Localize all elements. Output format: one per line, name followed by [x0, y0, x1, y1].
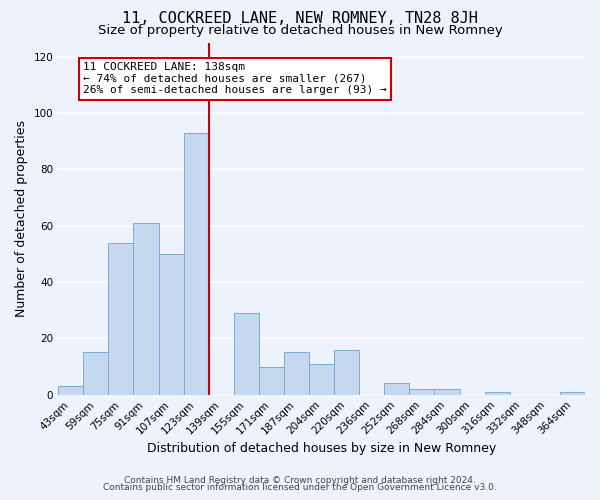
Text: Size of property relative to detached houses in New Romney: Size of property relative to detached ho…	[98, 24, 502, 37]
Bar	[309, 364, 334, 394]
Bar	[434, 389, 460, 394]
Bar	[133, 223, 158, 394]
Bar	[334, 350, 359, 395]
Bar	[284, 352, 309, 395]
Bar	[109, 242, 133, 394]
Bar	[409, 389, 434, 394]
Bar	[58, 386, 83, 394]
Bar	[560, 392, 585, 394]
Bar	[184, 132, 209, 394]
Y-axis label: Number of detached properties: Number of detached properties	[15, 120, 28, 317]
Text: Contains public sector information licensed under the Open Government Licence v3: Contains public sector information licen…	[103, 484, 497, 492]
Bar	[234, 313, 259, 394]
Bar	[83, 352, 109, 395]
Text: 11 COCKREED LANE: 138sqm
← 74% of detached houses are smaller (267)
26% of semi-: 11 COCKREED LANE: 138sqm ← 74% of detach…	[83, 62, 387, 96]
Text: 11, COCKREED LANE, NEW ROMNEY, TN28 8JH: 11, COCKREED LANE, NEW ROMNEY, TN28 8JH	[122, 11, 478, 26]
Text: Contains HM Land Registry data © Crown copyright and database right 2024.: Contains HM Land Registry data © Crown c…	[124, 476, 476, 485]
Bar	[259, 366, 284, 394]
Bar	[385, 384, 409, 394]
Bar	[485, 392, 510, 394]
Bar	[158, 254, 184, 394]
X-axis label: Distribution of detached houses by size in New Romney: Distribution of detached houses by size …	[147, 442, 496, 455]
